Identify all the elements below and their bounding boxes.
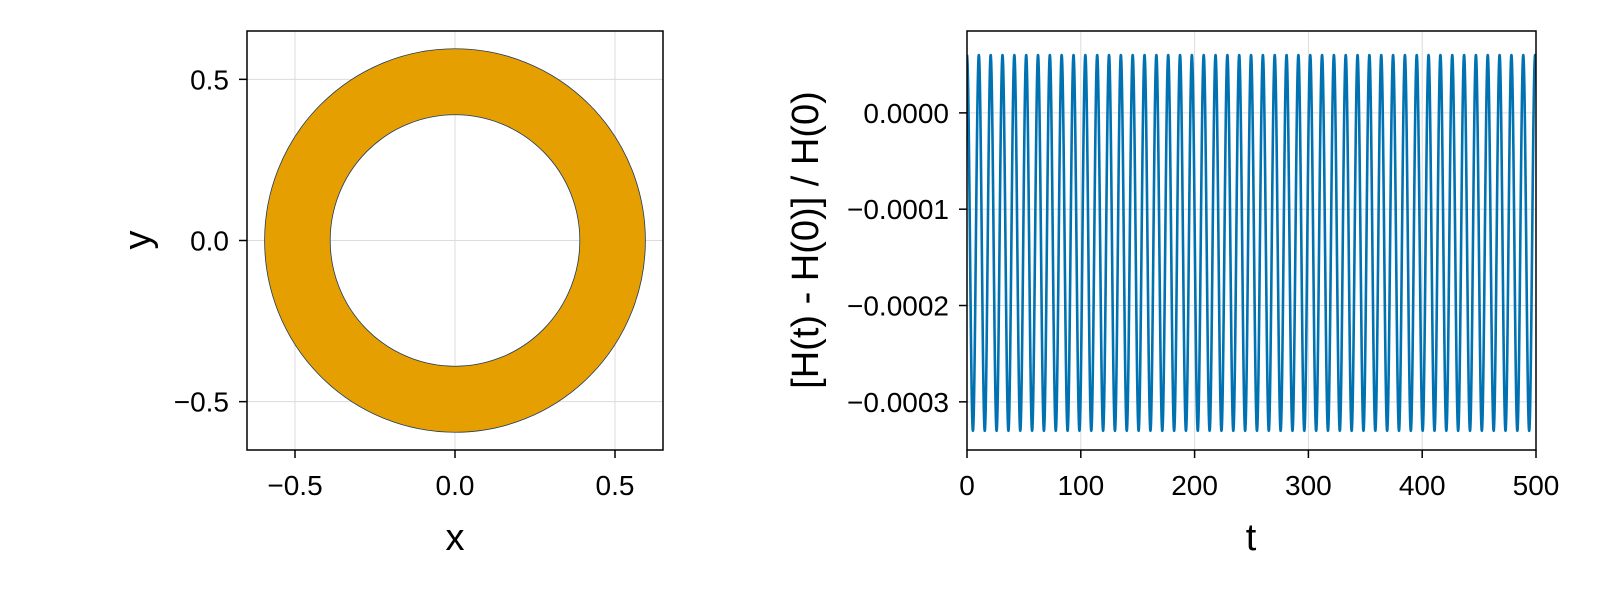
left-x-axis-label: x (446, 517, 465, 559)
y-tick-label: 0.0000 (863, 98, 949, 129)
y-tick-label: −0.0003 (847, 387, 949, 418)
right-y-axis-label: [H(t) - H(0)] / H(0) (785, 91, 827, 389)
y-tick-label: −0.0002 (847, 291, 949, 322)
x-tick-label: −0.5 (267, 470, 322, 501)
energy-error-line (967, 53, 1536, 433)
x-tick-label: 0 (959, 470, 975, 501)
y-tick-label: −0.0001 (847, 194, 949, 225)
right-ticks: 0 100 200 300 400 500 0.0000 −0.0001 −0.0002 −0.0… (847, 98, 1559, 501)
left-y-axis-label: y (117, 231, 159, 250)
x-tick-label: 0.0 (436, 470, 475, 501)
right-x-axis-label: t (1246, 517, 1257, 559)
y-tick-label: 0.5 (190, 64, 229, 95)
x-tick-label: 300 (1285, 470, 1332, 501)
left-ticks: −0.5 0.0 0.5 −0.5 0.0 0.5 (174, 64, 635, 501)
x-tick-label: 200 (1171, 470, 1218, 501)
y-tick-label: −0.5 (174, 387, 229, 418)
x-tick-label: 100 (1057, 470, 1104, 501)
x-tick-label: 500 (1513, 470, 1560, 501)
left-panel: −0.5 0.0 0.5 −0.5 0.0 0.5 x y (117, 30, 664, 559)
right-plot-frame (966, 30, 1537, 451)
x-tick-label: 0.5 (596, 470, 635, 501)
y-tick-label: 0.0 (190, 226, 229, 257)
right-panel: 0 100 200 300 400 500 0.0000 −0.0001 −0.0002 −0.0… (785, 30, 1559, 559)
x-tick-label: 400 (1399, 470, 1446, 501)
annulus-orbit (264, 48, 646, 433)
